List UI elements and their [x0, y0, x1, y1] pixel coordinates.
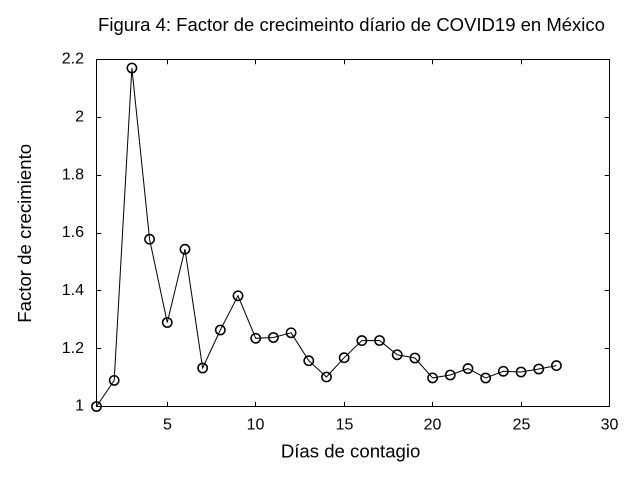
svg-text:25: 25: [513, 417, 531, 434]
svg-text:1.8: 1.8: [62, 166, 84, 183]
svg-text:1.4: 1.4: [62, 282, 84, 299]
svg-text:30: 30: [601, 417, 619, 434]
svg-text:1.6: 1.6: [62, 224, 84, 241]
svg-text:1.2: 1.2: [62, 340, 84, 357]
svg-text:1: 1: [75, 398, 84, 415]
svg-text:5: 5: [163, 417, 172, 434]
svg-text:2.2: 2.2: [62, 51, 84, 68]
svg-text:Días de contagio: Días de contagio: [281, 441, 421, 462]
svg-text:2: 2: [75, 109, 84, 126]
svg-text:10: 10: [247, 417, 265, 434]
svg-text:20: 20: [424, 417, 442, 434]
svg-text:Figura 4: Factor de crecimeint: Figura 4: Factor de crecimeinto díario d…: [98, 14, 605, 35]
svg-text:Factor de crecimiento: Factor de crecimiento: [14, 144, 35, 323]
svg-text:15: 15: [336, 417, 354, 434]
